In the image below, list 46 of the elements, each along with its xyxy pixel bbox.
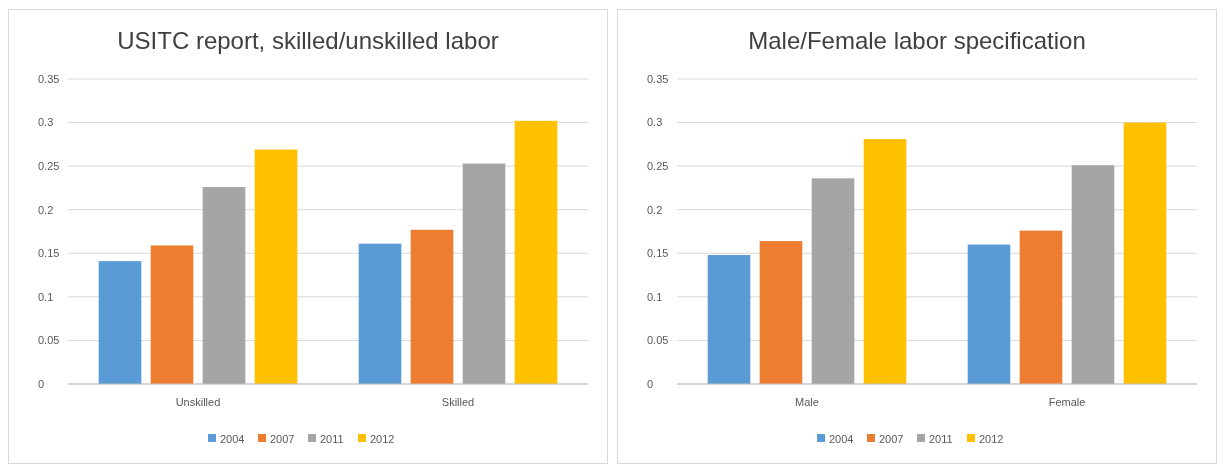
chart-title: USITC report, skilled/unskilled labor: [117, 27, 499, 54]
legend-label: 2007: [270, 432, 295, 445]
y-tick-label: 0.3: [647, 116, 663, 129]
bar: [150, 245, 194, 384]
x-tick-label: Unskilled: [175, 396, 221, 408]
x-tick-label: Skilled: [441, 396, 475, 408]
bar: [863, 139, 907, 384]
legend-label: 2012: [979, 432, 1004, 445]
bar: [410, 229, 454, 384]
bar: [1123, 122, 1167, 384]
y-tick-label: 0.05: [38, 334, 60, 347]
bar: [811, 178, 855, 384]
bar: [254, 149, 298, 384]
y-tick-label: 0.25: [38, 159, 60, 172]
bar: [1019, 230, 1063, 384]
bar: [202, 187, 246, 384]
y-tick-label: 0.35: [647, 72, 669, 85]
chart-title: Male/Female labor specification: [748, 27, 1086, 54]
y-tick-label: 0.1: [647, 290, 663, 303]
y-tick-label: 0.15: [38, 247, 60, 260]
bar: [514, 120, 558, 384]
y-tick-label: 0: [38, 377, 45, 390]
legend-label: 2012: [370, 432, 395, 445]
bar: [967, 244, 1011, 384]
x-tick-label: Male: [795, 396, 819, 408]
y-tick-label: 0.1: [38, 290, 54, 303]
y-tick-label: 0.35: [38, 72, 60, 85]
legend-label: 2004: [220, 432, 245, 445]
y-tick-label: 0.05: [647, 334, 669, 347]
y-tick-label: 0.25: [647, 159, 669, 172]
bar: [98, 261, 142, 384]
legend-label: 2007: [879, 432, 904, 445]
bar: [358, 243, 402, 384]
y-tick-label: 0.3: [38, 116, 54, 129]
y-tick-label: 0.2: [647, 203, 663, 216]
legend-label: 2004: [829, 432, 854, 445]
y-tick-label: 0.15: [647, 247, 669, 260]
bar: [462, 163, 506, 384]
bar: [1071, 165, 1115, 384]
bar: [759, 241, 803, 384]
legend-label: 2011: [929, 432, 953, 445]
legend-label: 2011: [320, 432, 344, 445]
y-tick-label: 0.2: [38, 203, 54, 216]
x-tick-label: Female: [1048, 396, 1086, 408]
y-tick-label: 0: [647, 377, 654, 390]
bar: [707, 255, 751, 384]
